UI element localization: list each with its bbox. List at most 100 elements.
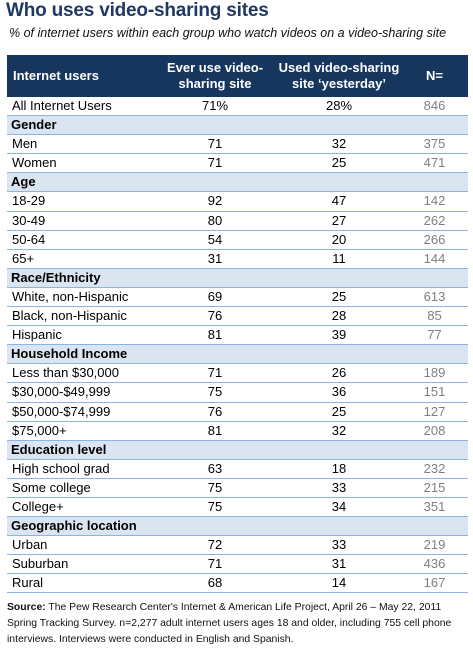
table-row: High school grad 63 18 232	[7, 460, 468, 479]
yesterday-value: 31	[331, 556, 347, 572]
source-text: The Pew Research Center's Internet & Ame…	[7, 602, 452, 645]
sample-size-value: 144	[423, 250, 446, 266]
table-row: Women 71 25 471	[7, 154, 468, 174]
yesterday-value: 47	[331, 193, 347, 209]
row-label: Some college	[12, 479, 91, 495]
group-header-row: Geographic location	[7, 517, 468, 537]
yesterday-value: 14	[331, 575, 347, 591]
group-label: Gender	[11, 117, 57, 133]
sample-size-value: 846	[423, 98, 446, 113]
ever-use-value: 92	[207, 193, 223, 209]
ever-use-value: 68	[207, 575, 223, 591]
sample-size-value: 219	[423, 537, 446, 553]
table-row: Rural 68 14 167	[7, 574, 468, 594]
yesterday-value: 33	[331, 537, 347, 553]
source-label: Source:	[7, 602, 46, 613]
table-header: Internet users Ever use video-sharing si…	[7, 55, 468, 97]
row-label: 30-49	[12, 212, 46, 228]
sample-size-value: 151	[423, 384, 446, 400]
ever-use-value: 75	[207, 498, 223, 514]
row-label: Men	[12, 136, 38, 152]
table-row: Some college 75 33 215	[7, 479, 468, 498]
ever-use-value: 63	[207, 460, 223, 476]
group-header-row: Gender	[7, 116, 468, 136]
sample-size-value: 351	[423, 498, 446, 514]
group-label: Education level	[11, 441, 107, 457]
group-label: Geographic location	[11, 518, 137, 534]
sample-size-value: 262	[423, 212, 446, 228]
table-row: All Internet Users 71% 28% 846	[7, 97, 468, 117]
row-label: Black, non-Hispanic	[12, 308, 127, 324]
yesterday-value: 26	[331, 365, 347, 381]
sample-size-value: 127	[423, 403, 446, 419]
row-label: Suburban	[12, 556, 69, 572]
group-header-row: Education level	[7, 440, 468, 460]
sample-size-value: 142	[423, 193, 446, 209]
table-row: $50,000-$74,999 76 25 127	[7, 403, 468, 422]
ever-use-value: 76	[207, 403, 223, 419]
yesterday-value: 25	[331, 155, 347, 171]
column-header-n: N=	[426, 68, 443, 83]
table-row: 18-29 92 47 142	[7, 192, 468, 212]
yesterday-value: 28	[331, 308, 347, 324]
ever-use-value: 69	[207, 288, 223, 304]
group-label: Race/Ethnicity	[11, 269, 101, 285]
yesterday-value: 28%	[325, 98, 353, 113]
sample-size-value: 436	[423, 556, 446, 572]
ever-use-value: 71	[207, 556, 223, 572]
yesterday-value: 20	[331, 231, 347, 247]
row-label: $50,000-$74,999	[12, 403, 111, 419]
ever-use-value: 75	[207, 479, 223, 495]
group-label: Household Income	[11, 346, 128, 362]
sample-size-value: 266	[423, 231, 446, 247]
table-row: 50-64 54 20 266	[7, 231, 468, 250]
table-row: Black, non-Hispanic 76 28 85	[7, 307, 468, 327]
yesterday-value: 33	[331, 479, 347, 495]
table-row: Suburban 71 31 436	[7, 555, 468, 575]
sample-size-value: 167	[423, 575, 446, 591]
source-note: Source: The Pew Research Center's Intern…	[7, 600, 469, 648]
row-label: Rural	[12, 575, 44, 591]
row-label: College+	[12, 498, 64, 514]
sample-size-value: 471	[423, 155, 446, 171]
row-label: $30,000-$49,999	[12, 384, 111, 400]
ever-use-value: 81	[207, 327, 223, 343]
chart-title: Who uses video-sharing sites	[6, 0, 269, 21]
column-header-ever-use: Ever use video-sharing site	[166, 60, 264, 91]
sample-size-value: 375	[423, 136, 446, 152]
row-label: 50-64	[12, 231, 46, 247]
row-label: 18-29	[12, 193, 46, 209]
table-row: 30-49 80 27 262	[7, 212, 468, 231]
ever-use-value: 71	[207, 155, 223, 171]
ever-use-value: 75	[207, 384, 223, 400]
sample-size-value: 85	[427, 308, 442, 324]
group-label: Age	[11, 174, 36, 190]
table-row: Urban 72 33 219	[7, 536, 468, 556]
ever-use-value: 31	[207, 250, 223, 266]
yesterday-value: 11	[332, 250, 346, 266]
yesterday-value: 36	[331, 384, 347, 400]
row-label: Hispanic	[12, 327, 62, 343]
sample-size-value: 208	[423, 422, 446, 438]
ever-use-value: 81	[207, 422, 223, 438]
table-row: Hispanic 81 39 77	[7, 326, 468, 346]
table-body: All Internet Users 71% 28% 846 Gender Men 71 32…	[7, 97, 468, 594]
ever-use-value: 54	[207, 231, 223, 247]
row-label: Urban	[12, 537, 48, 553]
yesterday-value: 32	[331, 422, 347, 438]
table-row: White, non-Hispanic 69 25 613	[7, 288, 468, 308]
ever-use-value: 71	[207, 365, 223, 381]
row-label: High school grad	[12, 460, 110, 476]
group-header-row: Race/Ethnicity	[7, 268, 468, 288]
row-label: All Internet Users	[12, 98, 112, 113]
yesterday-value: 25	[331, 403, 347, 419]
row-label: Less than $30,000	[12, 365, 119, 381]
sample-size-value: 232	[423, 460, 446, 476]
table-row: Men 71 32 375	[7, 135, 468, 155]
row-label: 65+	[12, 250, 35, 266]
row-label: Women	[12, 155, 57, 171]
ever-use-value: 71%	[201, 98, 229, 113]
yesterday-value: 25	[331, 288, 347, 304]
sample-size-value: 215	[423, 479, 446, 495]
